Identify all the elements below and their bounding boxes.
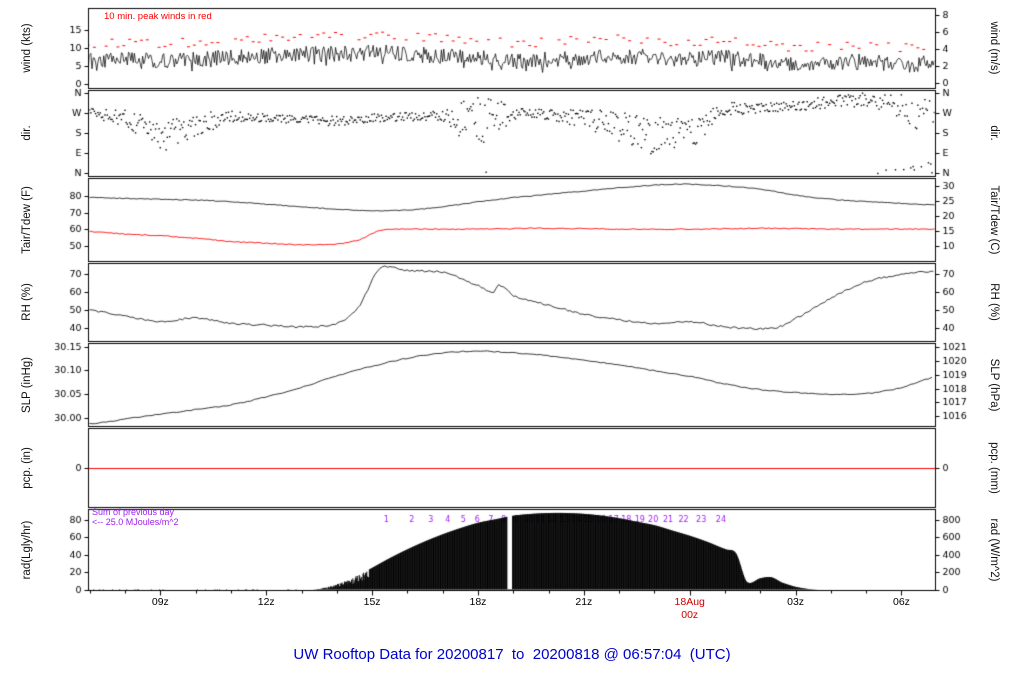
y-axis-label-dir-right: dir. <box>988 125 1000 141</box>
x-tick-label: 06z <box>893 596 910 608</box>
y-axis-label-pcp-left: pcp. (in) <box>21 447 33 489</box>
y-axis-label-slp-right: SLP (hPa) <box>988 358 1000 412</box>
y-axis-label-rad-left: rad(Lgly/hr) <box>21 520 33 580</box>
y-axis-label-rh-right: RH (%) <box>988 283 1000 321</box>
rad-sum-note-line1: Sum of previous day <box>92 507 175 517</box>
y-axis-label-dir-left: dir. <box>21 125 33 141</box>
y-axis-label-temp-left: Tair/Tdew (F) <box>21 186 33 254</box>
y-axis-label-pcp-right: pcp. (mm) <box>988 442 1000 494</box>
x-tick-label: 09z <box>151 596 169 608</box>
x-tick-label: 12z <box>257 596 275 608</box>
peak-wind-note: 10 min. peak winds in red <box>104 11 212 22</box>
y-axis-label-rh-left: RH (%) <box>21 283 33 321</box>
y-axis-label-wind-left: wind (kts) <box>21 23 33 73</box>
page-title: UW Rooftop Data for 20200817 to 20200818… <box>293 646 731 663</box>
rad-sum-note-line2: <-- 25.0 MJoules/m^2 <box>92 517 179 527</box>
y-axis-label-slp-left: SLP (inHg) <box>21 356 33 414</box>
y-axis-label-rad-right: rad (W/m^2) <box>988 518 1000 582</box>
x-tick-label: 18Aug 00z <box>674 596 705 621</box>
x-tick-label: 21z <box>575 596 593 608</box>
y-axis-label-wind-right: wind (m/s) <box>988 21 1000 75</box>
y-axis-label-temp-right: Tair/Tdew (C) <box>988 185 1000 255</box>
x-tick-label: 03z <box>787 596 805 608</box>
x-tick-label: 18z <box>469 596 487 608</box>
x-tick-label: 15z <box>363 596 381 608</box>
